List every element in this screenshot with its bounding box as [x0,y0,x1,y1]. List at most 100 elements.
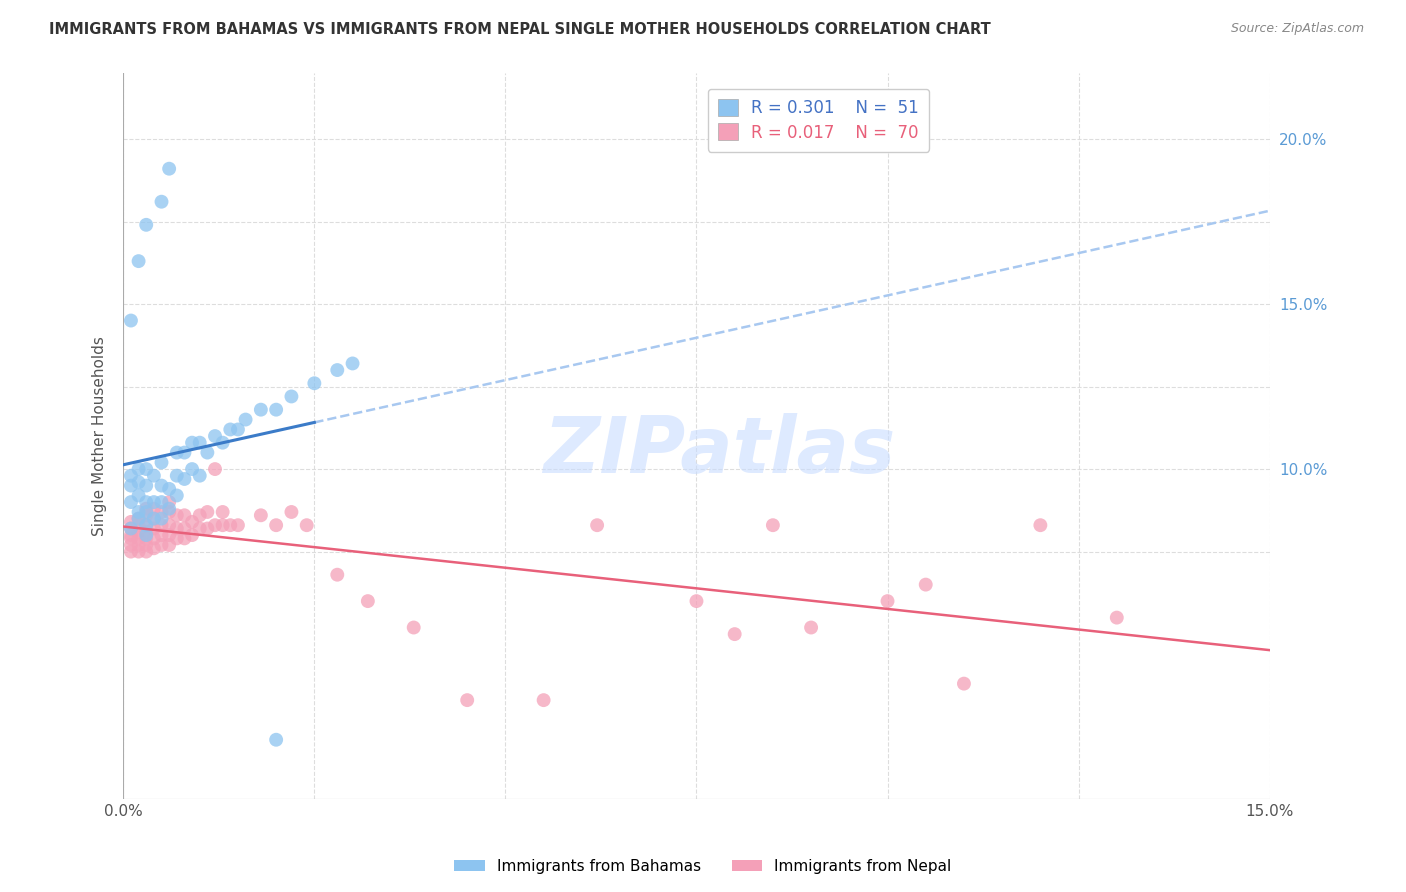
Point [135,218,157,232]
Point [157,161,180,176]
Y-axis label: Single Mother Households: Single Mother Households [93,336,107,536]
Point [724,627,747,641]
Point [195,445,218,459]
Point [142,532,165,546]
Point [135,518,157,533]
Point [219,422,242,436]
Point [150,528,173,542]
Point [250,402,273,417]
Point [135,478,157,492]
Point [250,508,273,523]
Point [181,462,204,476]
Point [128,538,150,552]
Point [173,445,195,459]
Point [211,435,233,450]
Point [142,468,165,483]
Point [120,521,142,535]
Point [150,455,173,469]
Point [120,544,142,558]
Text: IMMIGRANTS FROM BAHAMAS VS IMMIGRANTS FROM NEPAL SINGLE MOTHER HOUSEHOLDS CORREL: IMMIGRANTS FROM BAHAMAS VS IMMIGRANTS FR… [49,22,991,37]
Point [762,518,785,533]
Point [173,521,195,535]
Point [128,511,150,525]
Point [157,495,180,509]
Point [204,518,226,533]
Point [128,475,150,490]
Point [264,402,287,417]
Point [128,462,150,476]
Point [120,313,142,327]
Point [264,518,287,533]
Point [456,693,478,707]
Point [120,478,142,492]
Point [195,505,218,519]
Point [135,505,157,519]
Point [195,521,218,535]
Point [280,505,302,519]
Point [188,468,211,483]
Point [120,532,142,546]
Point [226,518,249,533]
Point [128,532,150,546]
Point [914,577,936,591]
Point [135,501,157,516]
Point [135,495,157,509]
Point [135,528,157,542]
Point [280,389,302,403]
Point [150,518,173,533]
Point [166,532,188,546]
Point [953,676,976,690]
Point [304,376,326,391]
Point [342,356,364,370]
Point [800,620,823,634]
Point [685,594,707,608]
Point [235,412,257,426]
Point [142,511,165,525]
Point [211,505,233,519]
Point [211,518,233,533]
Legend: Immigrants from Bahamas, Immigrants from Nepal: Immigrants from Bahamas, Immigrants from… [449,853,957,880]
Point [166,468,188,483]
Point [128,518,150,533]
Point [876,594,898,608]
Point [128,511,150,525]
Point [173,508,195,523]
Point [181,528,204,542]
Point [120,468,142,483]
Point [135,538,157,552]
Point [533,693,555,707]
Point [142,511,165,525]
Point [204,429,226,443]
Point [326,363,349,377]
Point [135,524,157,539]
Point [135,544,157,558]
Point [128,488,150,502]
Point [135,508,157,523]
Point [357,594,380,608]
Point [166,488,188,502]
Point [166,508,188,523]
Text: Source: ZipAtlas.com: Source: ZipAtlas.com [1230,22,1364,36]
Legend: R = 0.301    N =  51, R = 0.017    N =  70: R = 0.301 N = 51, R = 0.017 N = 70 [707,88,929,152]
Point [120,495,142,509]
Point [1029,518,1052,533]
Point [188,508,211,523]
Point [226,422,249,436]
Point [128,505,150,519]
Point [173,532,195,546]
Point [150,505,173,519]
Point [157,518,180,533]
Point [157,482,180,496]
Point [402,620,425,634]
Point [173,472,195,486]
Point [128,544,150,558]
Point [188,435,211,450]
Point [1105,610,1128,624]
Text: ZIPatlas: ZIPatlas [543,413,896,489]
Point [181,515,204,529]
Point [264,732,287,747]
Point [150,538,173,552]
Point [166,521,188,535]
Point [142,501,165,516]
Point [326,567,349,582]
